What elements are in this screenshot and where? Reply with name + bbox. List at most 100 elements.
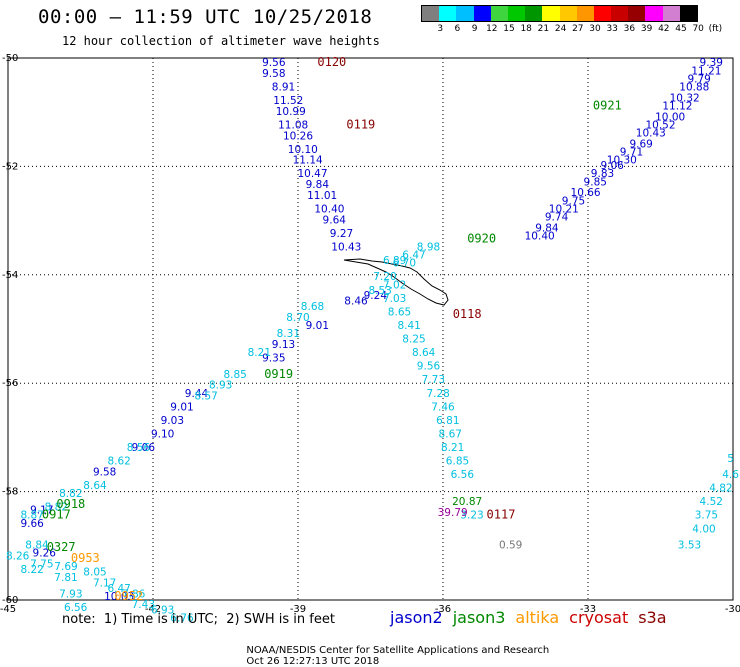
scale-swatch-8 — [559, 6, 577, 21]
wave-height-label: 11.52 — [273, 95, 303, 107]
scale-label: 45 — [675, 24, 687, 34]
wave-height-label: 8.53 — [368, 285, 391, 297]
wave-height-label: 8.25 — [402, 334, 425, 346]
wave-height-label: 7.28 — [426, 388, 449, 400]
wave-height-label: 9.85 — [584, 176, 607, 188]
wave-height-label: 9.13 — [272, 339, 295, 351]
plot-frame — [7, 57, 734, 601]
y-tick-label: -50 — [2, 53, 18, 64]
wave-height-label: 8.65 — [388, 306, 411, 318]
scale-label: 70 — [692, 24, 704, 34]
wave-height-label: 4.52 — [700, 496, 723, 508]
wave-height-label: 7.75 — [30, 558, 53, 570]
wave-height-label: 8.56 — [127, 442, 151, 454]
wave-height-label: 5 — [727, 453, 734, 465]
scale-swatch-13 — [645, 6, 663, 21]
pass-time-label: 0117 — [487, 508, 516, 522]
pass-time-label: 0917 — [42, 508, 71, 522]
wave-height-label: 6.81 — [436, 415, 459, 427]
chart-subtitle: 12 hour collection of altimeter wave hei… — [62, 34, 380, 48]
wave-height-label: 8.31 — [277, 328, 300, 340]
wave-height-label: 8.21 — [248, 347, 271, 359]
wave-height-label: 10.43 — [636, 128, 666, 140]
scale-swatch-11 — [611, 6, 629, 21]
wave-height-label: 10.21 — [549, 203, 579, 215]
wave-height-label: 10.66 — [571, 187, 601, 199]
y-tick-label: -52 — [2, 161, 18, 172]
wave-height-label: 9.74 — [545, 212, 569, 224]
wave-height-label: 9.79 — [687, 73, 710, 85]
y-tick-label: -56 — [2, 378, 18, 389]
wave-height-label: 9.03 — [161, 415, 184, 427]
scale-swatch-4 — [490, 6, 508, 21]
wave-height-label: 6.70 — [393, 258, 416, 270]
wave-height-label: 11.14 — [293, 155, 323, 167]
wave-height-label: 6.76 — [170, 613, 194, 625]
pass-time-label: 0118 — [453, 307, 482, 321]
legend-item-s3a: s3a — [638, 608, 667, 627]
pass-time-label: 0920 — [467, 231, 496, 245]
wave-height-label: 6.89 — [383, 255, 406, 267]
scale-swatch-1 — [439, 6, 457, 21]
wave-height-label: 7.81 — [54, 572, 77, 584]
wave-height-label: 8.68 — [301, 301, 324, 313]
wave-height-label: 39.79 — [438, 507, 468, 519]
wave-height-label: 10.10 — [288, 144, 318, 156]
wave-height-label: 3.53 — [678, 540, 701, 552]
wave-height-label: 9.84 — [535, 222, 559, 234]
footer: NOAA/NESDIS Center for Satellite Applica… — [240, 634, 567, 667]
wave-height-label: 7.73 — [422, 374, 445, 386]
wave-height-label: 9.24 — [364, 290, 388, 302]
wave-height-label: 9.01 — [306, 320, 329, 332]
scale-swatch-6 — [525, 6, 543, 21]
color-scale: 3 6 9 12 15 18 21 24 27 30 33 36 39 42 45 70 (ft) — [421, 5, 722, 34]
wave-height-label: 7.02 — [383, 279, 406, 291]
wave-height-label: 8.62 — [107, 456, 130, 468]
pass-time-label: 0921 — [593, 98, 622, 112]
scale-label: 18 — [520, 24, 532, 34]
wave-height-label: 11.01 — [307, 190, 337, 202]
x-tick-label: -33 — [580, 604, 596, 615]
wave-height-label: 9.26 — [33, 548, 57, 560]
wave-height-label: 9.84 — [306, 179, 330, 191]
wave-height-label: 8.46 — [344, 296, 368, 308]
wave-height-label: 11.12 — [662, 100, 692, 112]
wave-height-label: 9.58 — [93, 466, 116, 478]
wave-height-label: 7.03 — [383, 293, 406, 305]
wave-height-label: 4.6 — [722, 469, 739, 481]
scale-label: 3 — [437, 24, 444, 34]
wave-height-label: 7.20 — [373, 271, 396, 283]
scale-swatch-10 — [593, 6, 612, 21]
x-tick-label: -45 — [0, 604, 16, 615]
wave-height-label: 6.47 — [107, 583, 130, 595]
scale-label: 15 — [503, 24, 515, 34]
wave-height-label: 6.93 — [151, 605, 174, 617]
legend-item-cryosat: cryosat — [569, 608, 629, 627]
pass-time-label: 0120 — [317, 55, 346, 69]
chart-title: 00:00 – 11:59 UTC 10/25/2018 — [38, 6, 373, 28]
pass-time-label: 0953 — [71, 551, 100, 565]
wave-height-label: 7.69 — [54, 561, 77, 573]
scale-label: 6 — [454, 24, 461, 34]
pass-time-label: 0919 — [264, 367, 293, 381]
wave-height-label: 8.82 — [45, 502, 68, 514]
y-tick-label: -54 — [2, 270, 18, 281]
legend-item-jason3: jason3 — [452, 608, 506, 627]
wave-height-label: 7.46 — [431, 401, 455, 413]
wave-height-label: 7.43 — [132, 599, 155, 611]
wave-height-label: 11.08 — [278, 119, 308, 131]
wave-height-label: 10.88 — [679, 82, 709, 94]
wave-height-label: 10.40 — [314, 203, 344, 215]
x-tick-label: -39 — [290, 604, 306, 615]
wave-height-label: 8.70 — [286, 312, 309, 324]
wave-height-label: 7.86 — [122, 588, 146, 600]
wave-height-label: 8.82 — [59, 488, 82, 500]
wave-height-label: 7.17 — [93, 577, 116, 589]
wave-height-label: 6.85 — [446, 456, 469, 468]
wave-height-label: 8.98 — [417, 241, 440, 253]
wave-height-label: 8.22 — [20, 564, 43, 576]
wave-height-label: 8.57 — [194, 390, 217, 402]
scale-label: (ft) — [708, 24, 723, 34]
scale-label: 24 — [554, 24, 567, 34]
wave-height-label: 3.23 — [460, 510, 483, 522]
